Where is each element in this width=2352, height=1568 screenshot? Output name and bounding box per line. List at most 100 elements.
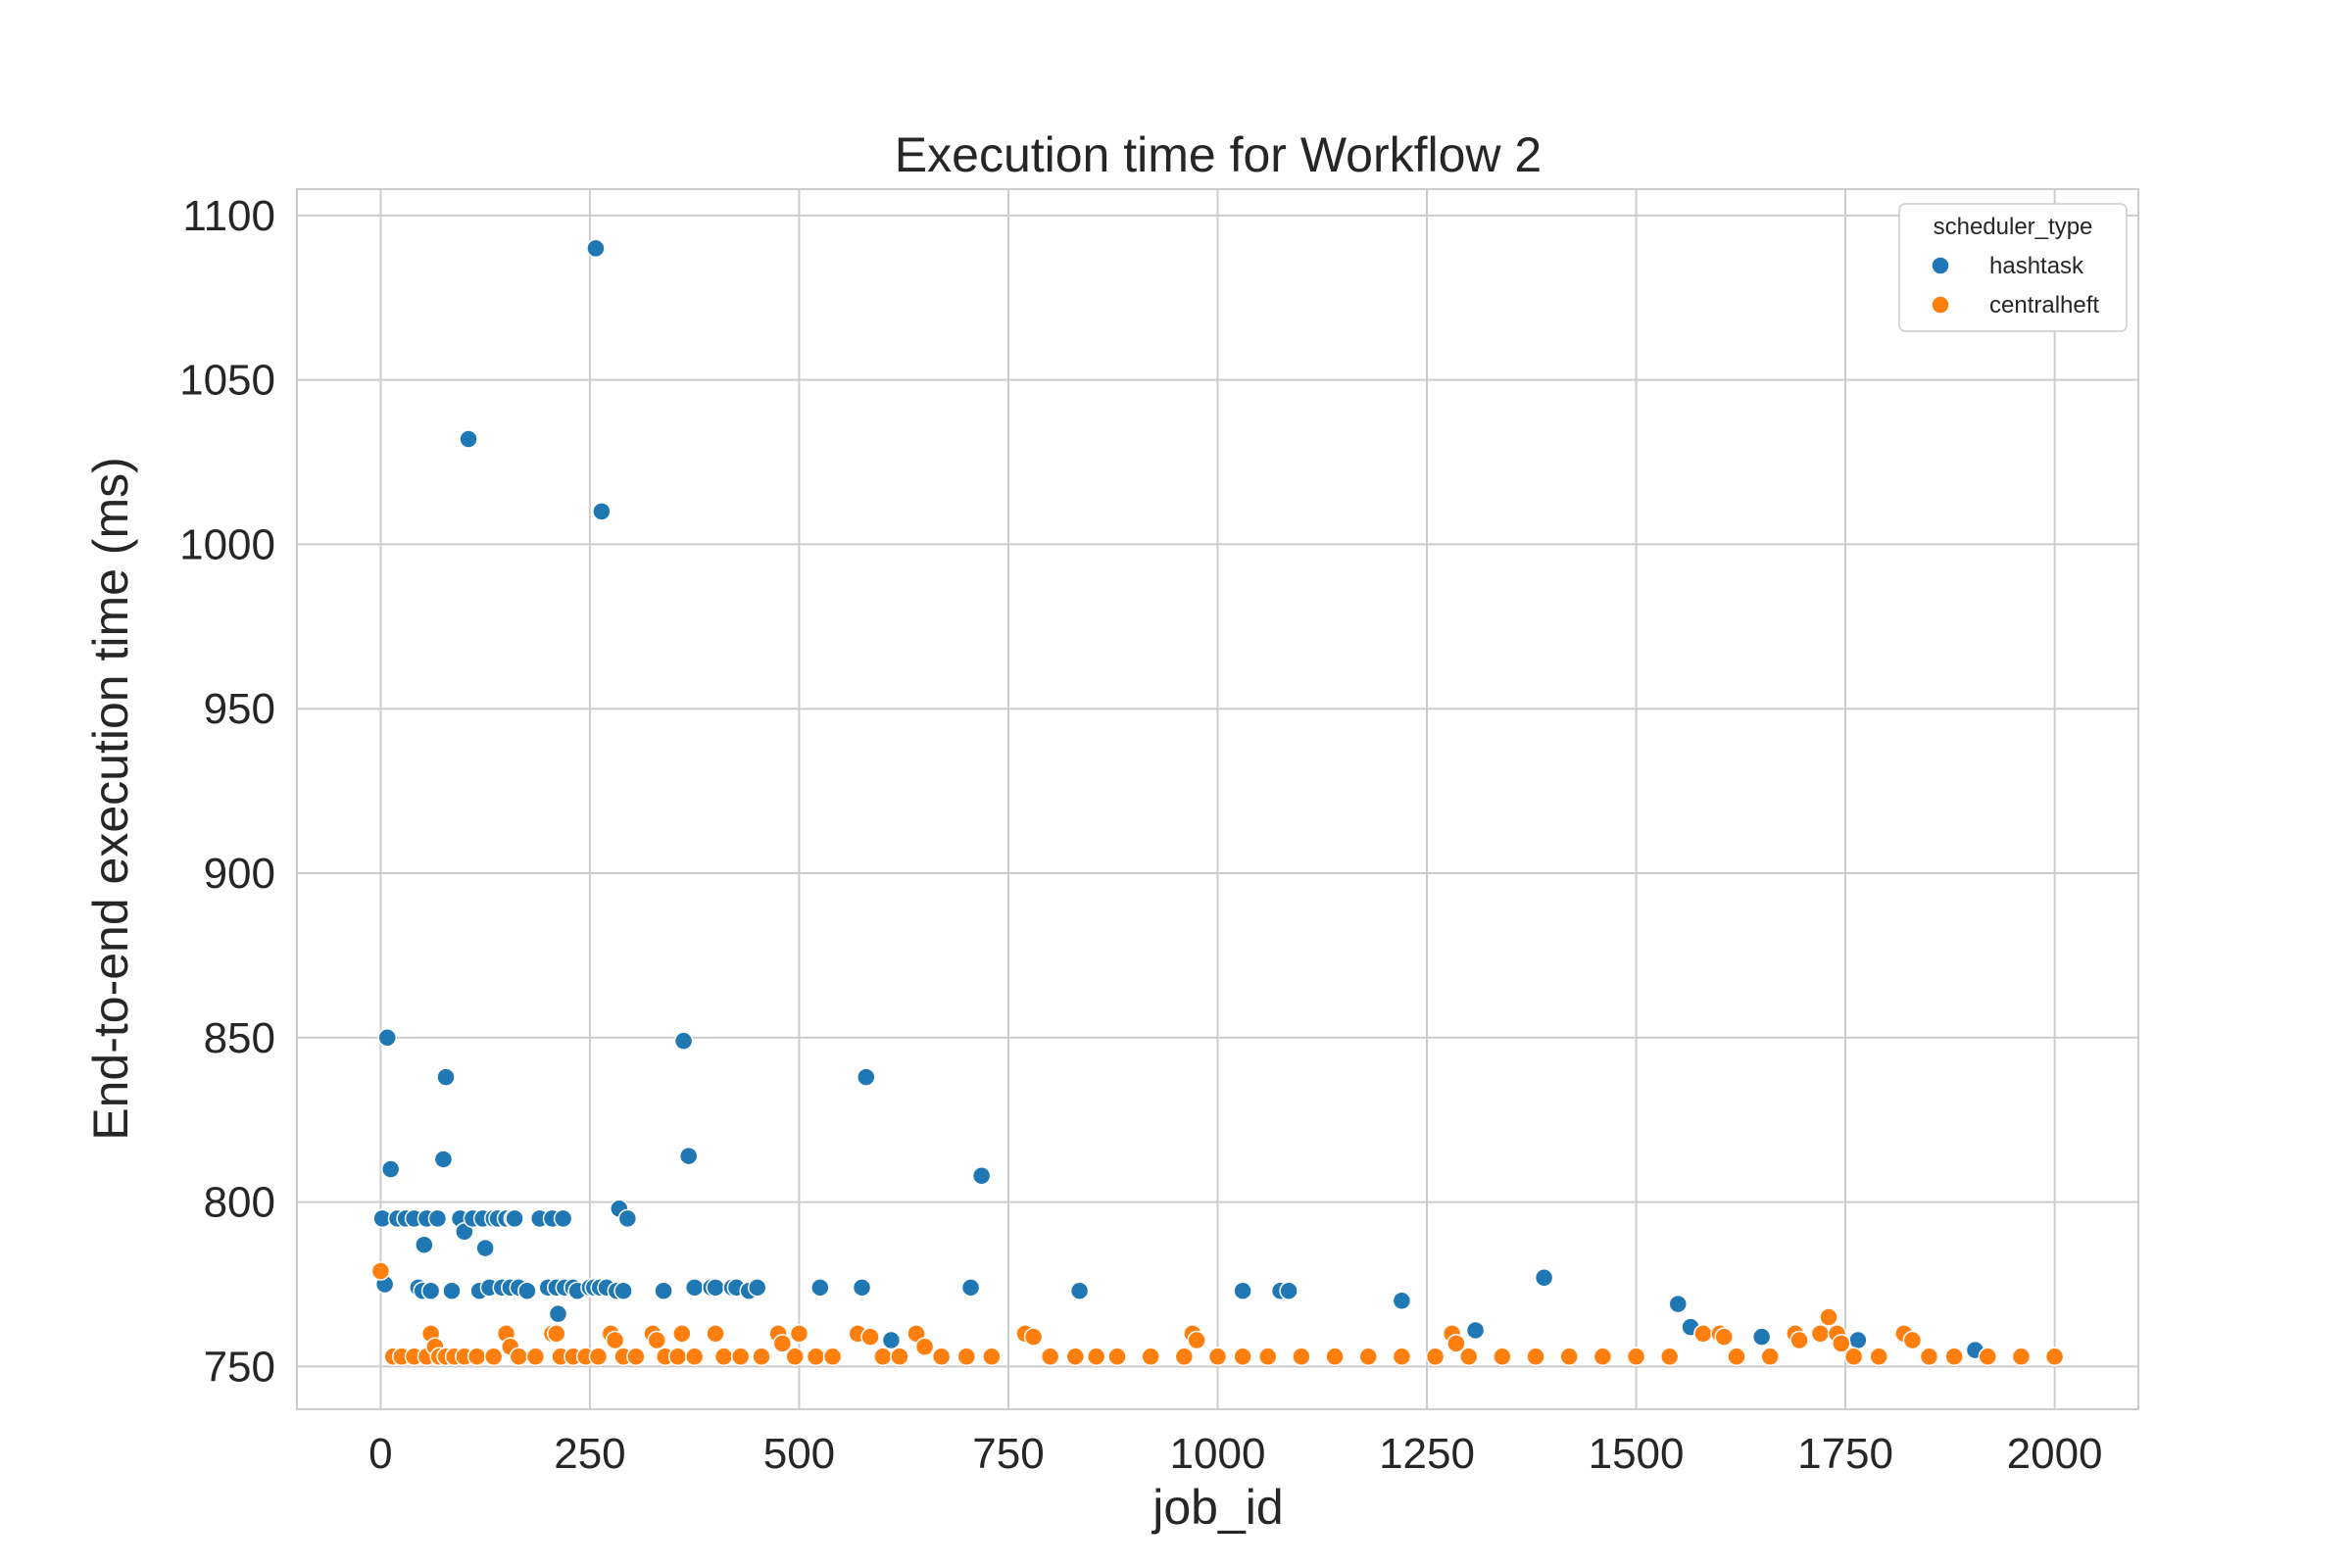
y-tick-label: 1100 (182, 192, 275, 240)
data-point-centralheft (1174, 1347, 1195, 1367)
x-tick-label: 1500 (1589, 1430, 1685, 1478)
legend-label-centralheft: centralheft (1989, 292, 2099, 318)
data-point-hashtask (505, 1208, 524, 1229)
data-point-centralheft (1392, 1347, 1412, 1367)
chart-title: Execution time for Workflow 2 (895, 127, 1542, 182)
data-point-hashtask (706, 1278, 725, 1298)
data-point-hashtask (415, 1235, 434, 1254)
data-point-hashtask (960, 1278, 981, 1298)
x-tick-label: 0 (368, 1430, 392, 1478)
data-point-centralheft (789, 1324, 809, 1344)
data-point-centralheft (667, 1347, 688, 1367)
data-point-hashtask (427, 1208, 448, 1229)
data-point-centralheft (2044, 1347, 2065, 1367)
data-point-hashtask (673, 1031, 694, 1051)
x-tick-label: 2000 (2007, 1430, 2103, 1478)
data-point-centralheft (1425, 1347, 1446, 1367)
data-point-centralheft (706, 1324, 725, 1344)
y-tick-label: 950 (204, 685, 275, 733)
data-point-centralheft (1819, 1307, 1838, 1327)
data-point-hashtask (553, 1208, 573, 1229)
data-point-centralheft (1659, 1347, 1680, 1367)
y-tick-label: 1050 (179, 357, 275, 405)
legend-marker-centralheft (1931, 295, 1950, 315)
data-point-centralheft (672, 1324, 692, 1344)
data-point-centralheft (547, 1324, 566, 1344)
data-point-centralheft (772, 1334, 793, 1353)
data-point-centralheft (483, 1347, 504, 1367)
data-point-centralheft (1944, 1347, 1964, 1367)
data-point-hashtask (433, 1150, 454, 1169)
data-point-centralheft (1207, 1347, 1228, 1367)
x-tick-label: 750 (972, 1430, 1044, 1478)
legend-label-hashtask: hashtask (1989, 253, 2084, 279)
data-point-centralheft (1592, 1347, 1613, 1367)
data-point-centralheft (1626, 1347, 1646, 1367)
data-point-centralheft (525, 1347, 546, 1367)
data-point-centralheft (1810, 1324, 1831, 1344)
data-point-centralheft (588, 1347, 609, 1367)
data-point-centralheft (1458, 1347, 1479, 1367)
data-point-centralheft (1187, 1330, 1206, 1350)
data-point-centralheft (713, 1347, 734, 1367)
y-tick-labels: 750 800 850 900 950 1000 1050 1100 (179, 192, 275, 1392)
data-point-centralheft (1919, 1347, 1939, 1367)
data-point-hashtask (1392, 1291, 1412, 1311)
data-point-hashtask (613, 1281, 633, 1300)
data-point-hashtask (1233, 1281, 1252, 1300)
data-point-hashtask (1279, 1281, 1298, 1300)
data-point-hashtask (517, 1281, 537, 1300)
data-point-centralheft (1023, 1327, 1044, 1347)
data-point-hashtask (1751, 1327, 1772, 1347)
legend-box (1898, 203, 2128, 332)
data-point-centralheft (684, 1347, 705, 1367)
data-point-centralheft (1843, 1347, 1864, 1367)
data-point-centralheft (605, 1330, 625, 1350)
data-point-centralheft (1325, 1347, 1345, 1367)
data-point-hashtask (857, 1067, 876, 1087)
data-point-centralheft (982, 1347, 1002, 1367)
data-point-hashtask (1465, 1320, 1486, 1341)
data-point-centralheft (1233, 1347, 1252, 1367)
data-point-centralheft (890, 1347, 909, 1367)
data-point-centralheft (2011, 1347, 2032, 1367)
grid-lines (297, 189, 2138, 1409)
data-point-hashtask (748, 1278, 767, 1298)
x-axis-label: job_id (1151, 1480, 1283, 1535)
data-point-centralheft (1832, 1334, 1851, 1353)
data-point-centralheft (1446, 1334, 1466, 1353)
data-point-centralheft (1727, 1347, 1746, 1367)
data-point-centralheft (1292, 1347, 1311, 1367)
data-point-hashtask (377, 1028, 397, 1048)
data-point-centralheft (1559, 1347, 1579, 1367)
data-point-centralheft (647, 1330, 667, 1350)
data-point-centralheft (509, 1347, 529, 1367)
y-tick-label: 800 (204, 1179, 275, 1227)
data-point-centralheft (730, 1347, 751, 1367)
data-point-hashtask (1848, 1330, 1868, 1350)
data-point-hashtask (436, 1067, 456, 1087)
data-point-hashtask (380, 1159, 401, 1179)
data-point-hashtask (684, 1278, 705, 1298)
y-tick-label: 750 (204, 1343, 275, 1391)
data-point-hashtask (810, 1278, 830, 1298)
x-tick-labels: 0 250 500 750 1000 1250 1500 1750 2000 (368, 1430, 2102, 1478)
data-point-centralheft (1493, 1347, 1512, 1367)
data-point-hashtask (1668, 1294, 1688, 1314)
data-point-centralheft (1257, 1347, 1278, 1367)
data-point-centralheft (626, 1347, 646, 1367)
data-point-centralheft (1978, 1347, 1998, 1367)
data-point-hashtask (442, 1281, 462, 1300)
data-point-centralheft (914, 1337, 935, 1356)
x-tick-label: 500 (763, 1430, 835, 1478)
data-point-hashtask (548, 1303, 568, 1324)
data-point-centralheft (822, 1347, 843, 1367)
data-point-hashtask (654, 1281, 673, 1300)
data-point-centralheft (1141, 1347, 1160, 1367)
data-point-hashtask (420, 1281, 441, 1300)
data-point-hashtask (1069, 1281, 1090, 1300)
data-point-centralheft (806, 1347, 826, 1367)
data-point-centralheft (752, 1347, 771, 1367)
data-point-centralheft (1086, 1347, 1106, 1367)
